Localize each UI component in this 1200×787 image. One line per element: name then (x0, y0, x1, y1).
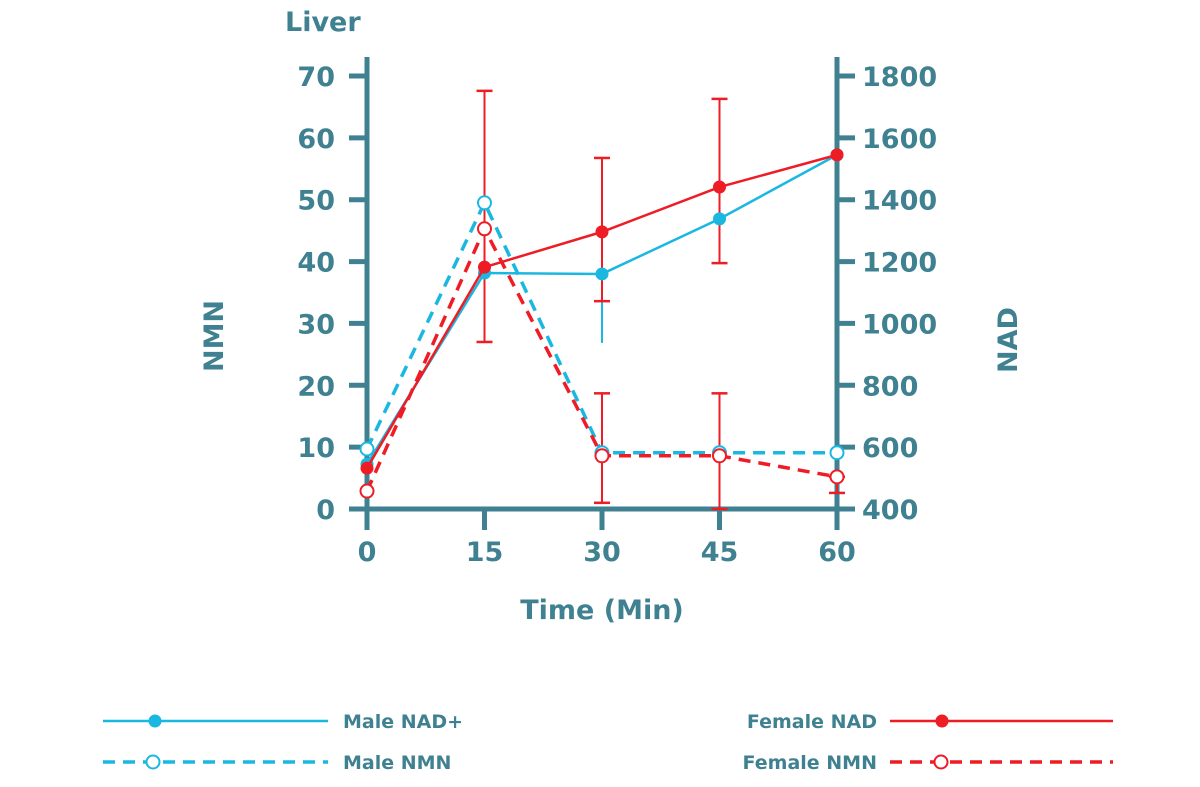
chart-title: Liver (285, 7, 361, 38)
legend-item: Female NAD (747, 711, 1113, 733)
data-point (830, 148, 844, 162)
data-point (595, 225, 609, 239)
y-right-tick-label: 800 (862, 371, 918, 402)
legend-swatch-marker (145, 754, 161, 770)
y-axis-label-right: NAD (993, 307, 1024, 373)
legend-label: Male NMN (343, 752, 451, 774)
y-left-tick-label: 10 (297, 433, 335, 464)
data-point (594, 448, 610, 464)
legend-label: Female NMN (743, 752, 877, 774)
legend-item: Male NMN (103, 752, 451, 774)
y-left-tick-label: 40 (297, 248, 335, 279)
data-point (477, 195, 492, 211)
data-point (360, 461, 374, 475)
y-right-tick-label: 1400 (862, 186, 937, 217)
legend-swatch-marker (148, 714, 162, 728)
y-left-tick-label: 0 (316, 495, 335, 526)
legend-item: Male NAD+ (103, 711, 463, 733)
data-point (829, 445, 845, 461)
y-left-tick-label: 60 (297, 124, 335, 155)
y-left-tick-label: 50 (297, 186, 335, 217)
data-point (359, 483, 375, 499)
data-point (712, 448, 727, 464)
data-point (713, 212, 726, 226)
series-layer (359, 89, 845, 511)
y-right-tick-label: 600 (862, 433, 918, 464)
data-point (713, 180, 726, 194)
y-left-tick-label: 20 (297, 371, 335, 402)
legend-label: Female NAD (747, 711, 877, 733)
axes: 0 15 30 45 600102030405060704006008001000120… (297, 57, 937, 568)
data-point (477, 221, 492, 237)
y-right-tick-label: 400 (862, 495, 918, 526)
data-point (478, 260, 491, 274)
legend-item: Female NMN (743, 752, 1113, 774)
y-axis-label-left: NMN (199, 300, 230, 372)
x-axis-label: Time (Min) (520, 595, 684, 626)
y-right-tick-label: 1800 (862, 62, 937, 93)
y-right-tick-label: 1200 (862, 248, 937, 279)
x-tick-label: 0 (358, 537, 377, 568)
legend: Male NAD+ Male NMN Female NAD Female NMN (103, 711, 1113, 774)
legend-swatch-marker (935, 714, 949, 728)
x-tick-label: 30 (583, 537, 621, 568)
legend-swatch-marker (933, 754, 949, 770)
data-point (595, 267, 609, 281)
x-tick-label: 60 (818, 537, 856, 568)
y-left-tick-label: 70 (297, 62, 335, 93)
data-point (829, 469, 845, 485)
x-tick-label: 45 (701, 537, 739, 568)
data-point (359, 441, 375, 457)
y-right-tick-label: 1000 (862, 309, 937, 340)
legend-label: Male NAD+ (343, 711, 463, 733)
y-right-tick-label: 1600 (862, 124, 937, 155)
x-tick-label: 15 (466, 537, 504, 568)
y-left-tick-label: 30 (297, 309, 335, 340)
